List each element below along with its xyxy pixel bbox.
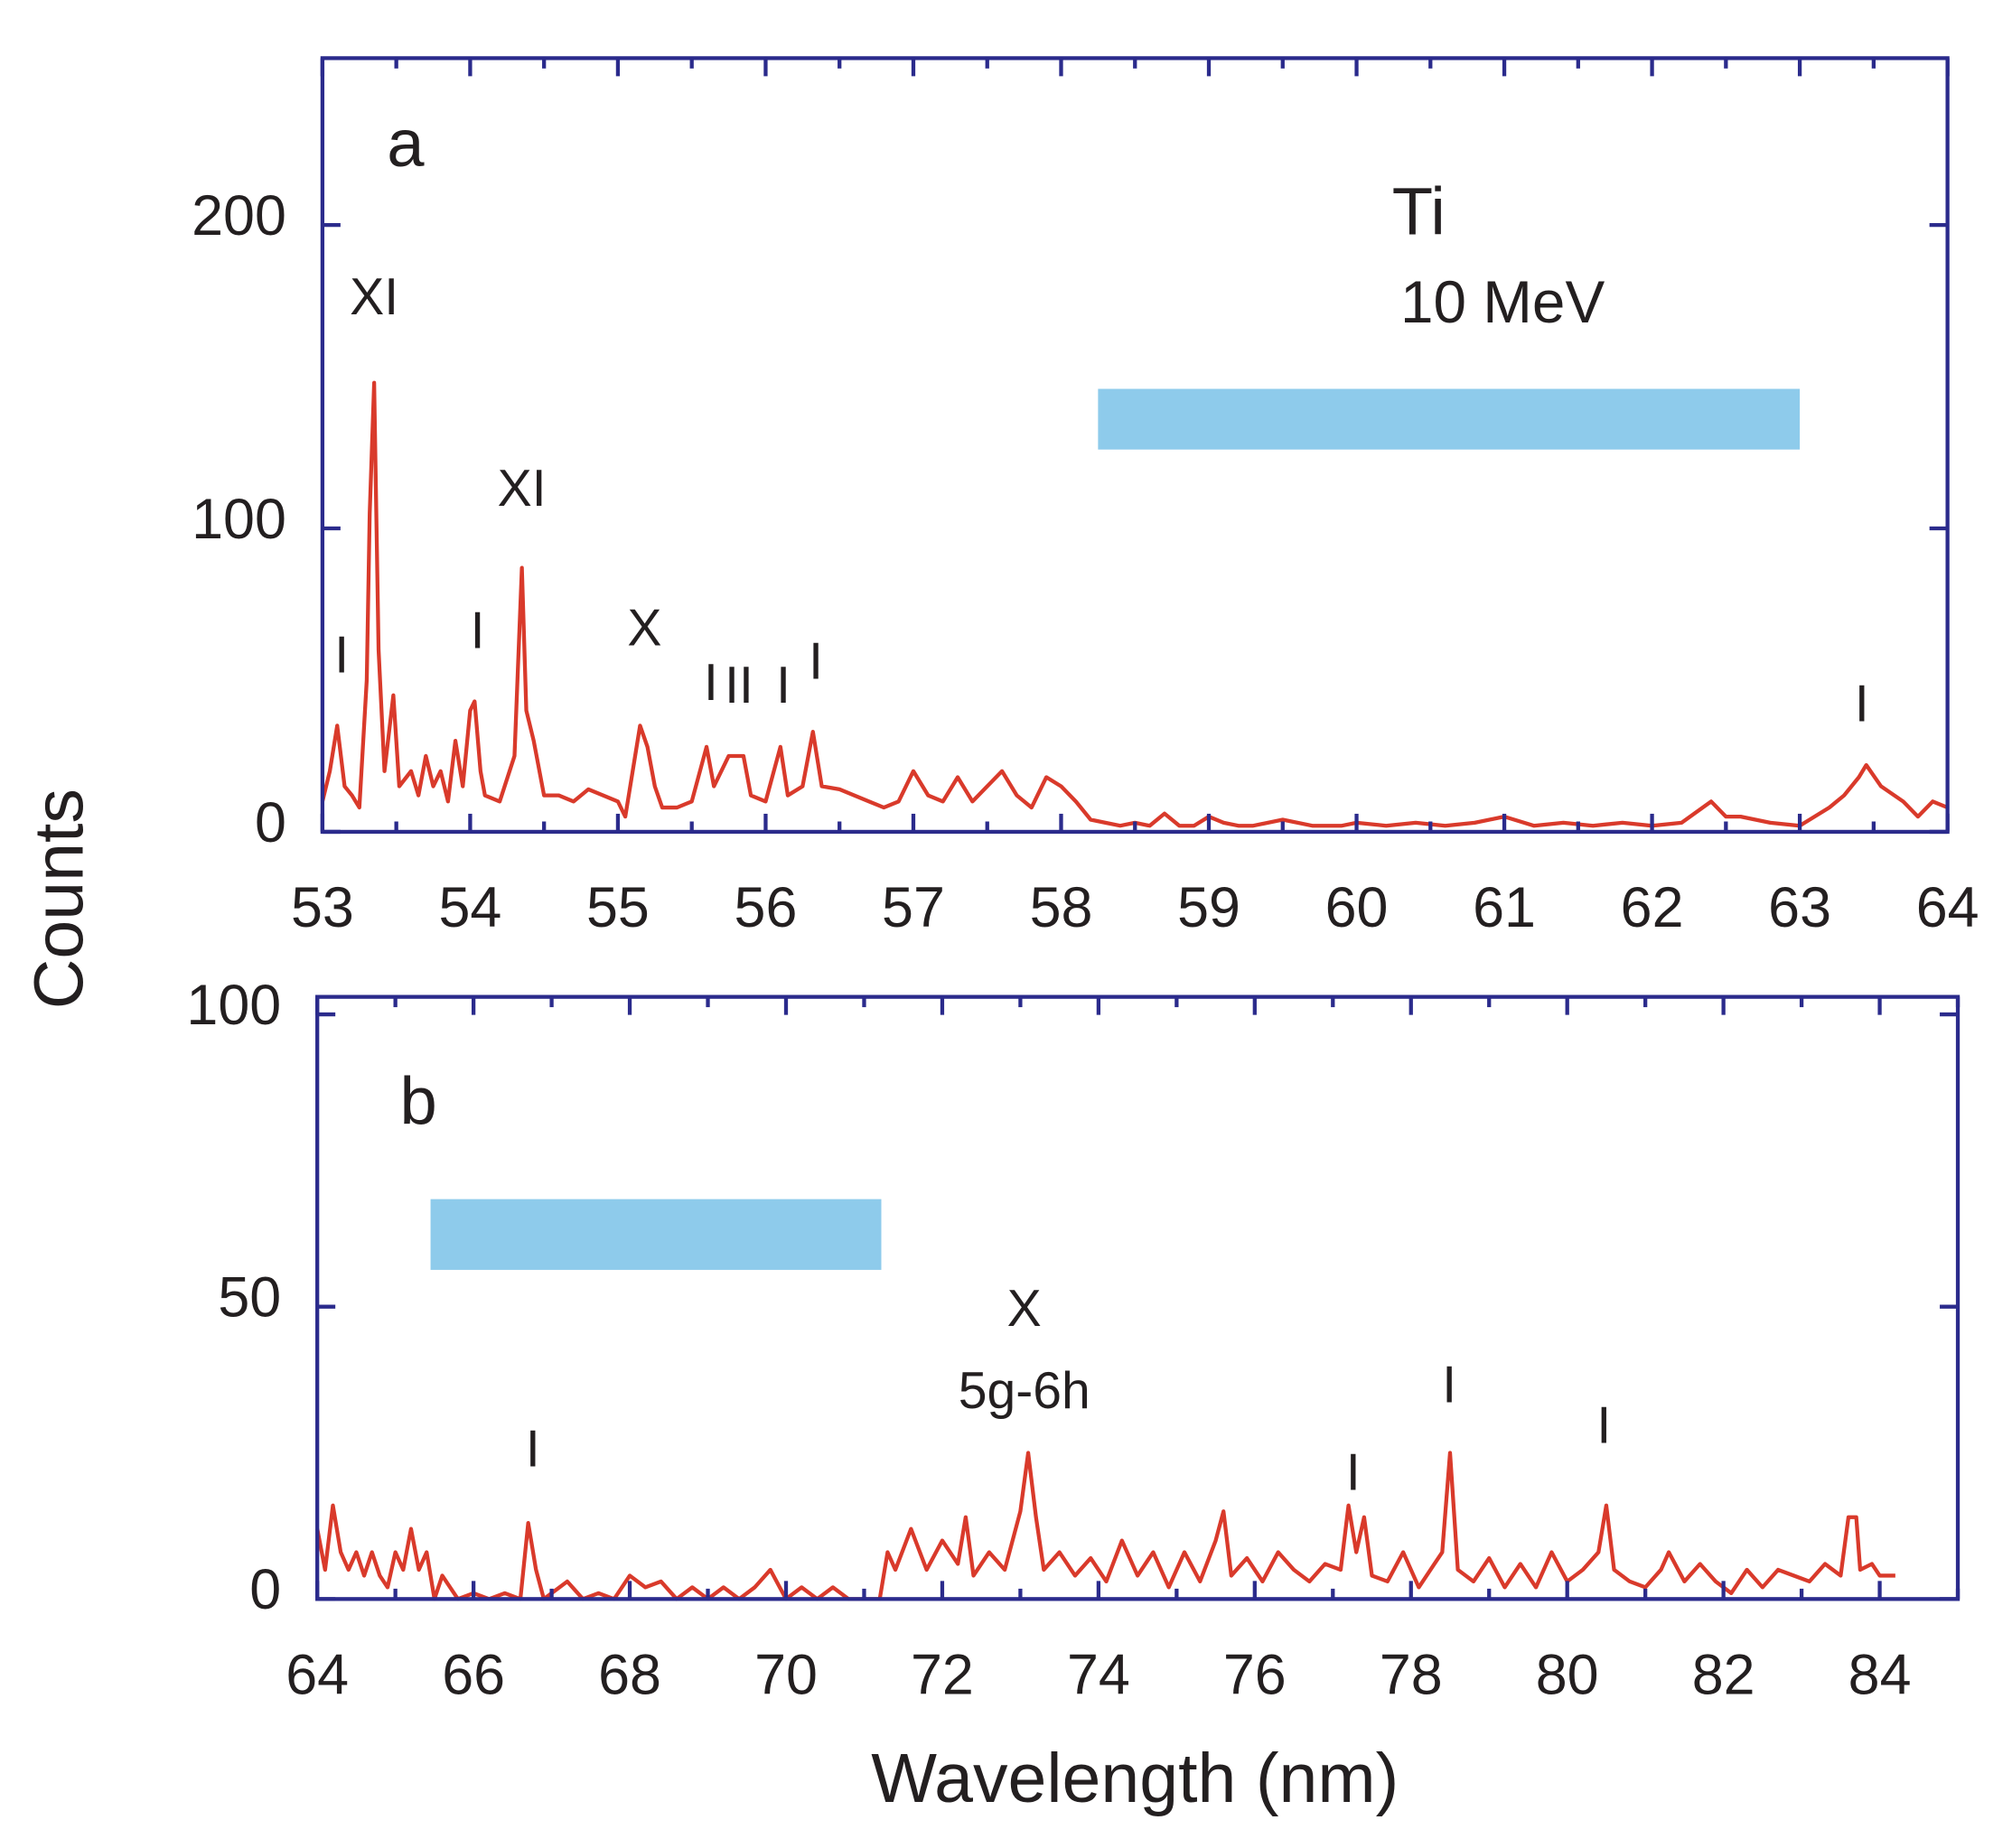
x-tick-label: 61 [1473,876,1536,939]
y-tick-label: 50 [218,1266,281,1330]
x-tick-label: 70 [754,1643,818,1706]
line-annotation: X [1007,1280,1042,1338]
line-annotation: XI [350,268,398,326]
x-tick-label: 62 [1621,876,1684,939]
x-tick-label: 66 [442,1643,505,1706]
x-tick-label: 54 [438,876,501,939]
highlight-bar [1098,388,1801,450]
x-tick-label: 76 [1223,1643,1287,1706]
line-annotation: X [627,599,661,657]
line-annotation: I [526,1421,540,1479]
line-annotation: I [776,657,791,714]
y-tick-label: 0 [255,791,286,854]
line-annotation: I [334,627,349,685]
x-tick-label: 72 [911,1643,974,1706]
x-tick-label: 74 [1067,1643,1130,1706]
y-tick-label: 200 [192,184,286,247]
line-annotation: II [725,657,753,714]
x-tick-label: 78 [1380,1643,1443,1706]
x-tick-label: 60 [1325,876,1389,939]
line-annotation: XI [498,460,547,518]
plot-frame [315,994,1961,1601]
x-tick-label: 55 [586,876,650,939]
line-annotation: I [1855,675,1869,733]
line-annotation: I [1596,1397,1611,1455]
line-annotation: I [1346,1443,1361,1501]
x-tick-label: 57 [882,876,945,939]
x-tick-label: 84 [1848,1643,1912,1706]
panel-label: a [387,106,425,181]
y-tick-label: 0 [249,1558,281,1621]
x-tick-label: 63 [1768,876,1831,939]
x-tick-label: 82 [1692,1643,1755,1706]
x-tick-label: 68 [598,1643,661,1706]
x-tick-label: 53 [291,876,354,939]
line-annotation: I [471,602,485,660]
panel-label: b [400,1064,437,1139]
x-axis-title: Wavelength (nm) [871,1740,1399,1817]
x-tick-label: 56 [735,876,798,939]
spectrum-line [315,1451,1895,1601]
spectrum-line [320,380,1949,828]
x-tick-label: 80 [1536,1643,1599,1706]
line-annotation: I [1442,1356,1456,1414]
chart-title: Ti [1392,174,1446,249]
y-tick-label: 100 [186,974,281,1037]
x-tick-label: 64 [285,1643,349,1706]
x-tick-label: 59 [1177,876,1240,939]
y-tick-label: 100 [192,488,286,551]
chart-subtitle: 10 MeV [1400,269,1605,335]
line-annotation: I [704,654,718,712]
line-annotation: 5g-6h [959,1362,1090,1420]
x-tick-label: 58 [1030,876,1093,939]
line-annotation: I [809,632,823,690]
highlight-bar [430,1199,882,1270]
y-axis-title: Counts [21,789,98,1009]
x-tick-label: 64 [1916,876,1979,939]
